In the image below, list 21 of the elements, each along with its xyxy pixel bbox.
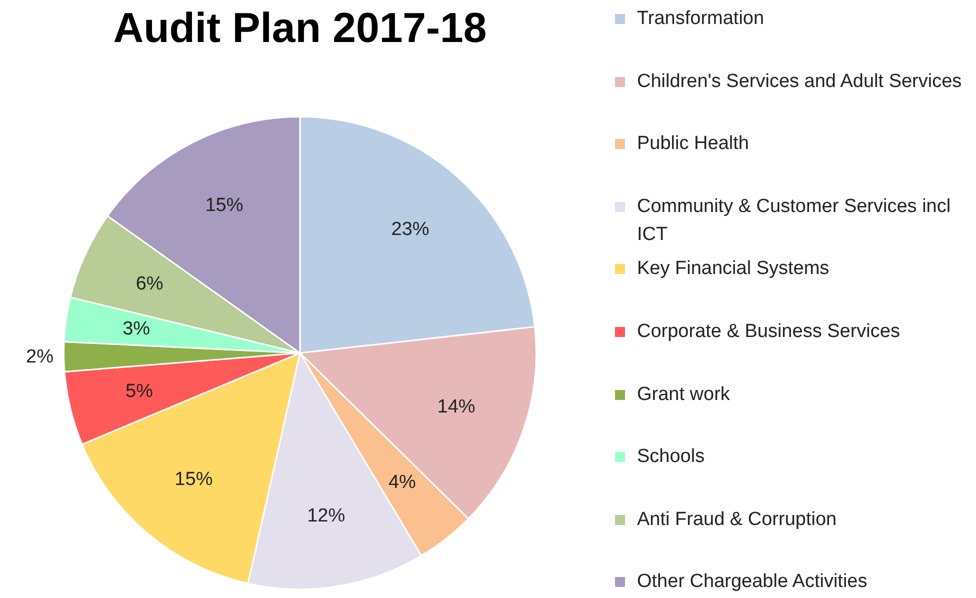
legend-label: Corporate & Business Services	[637, 320, 901, 344]
data-label: 15%	[205, 195, 244, 216]
legend-label: Children's Services and Adult Services	[637, 70, 963, 94]
legend-label: Community & Customer Services incl ICT	[637, 194, 952, 247]
legend-label: Schools	[637, 445, 706, 470]
data-label: 4%	[388, 472, 416, 494]
data-label: 3%	[122, 318, 150, 340]
legend-label: Key Financial Systems	[637, 257, 830, 282]
legend-label: Transformation	[637, 7, 766, 31]
data-label: 12%	[307, 506, 346, 527]
data-label: 2%	[26, 346, 54, 368]
legend-label: Public Health	[637, 132, 750, 156]
data-label: 15%	[174, 468, 213, 490]
data-label: 5%	[126, 381, 154, 402]
chart-title: Audit Plan 2017-18	[112, 4, 488, 52]
legend-label: Grant work	[637, 382, 731, 407]
data-label: 14%	[437, 396, 476, 418]
legend-label: Other Chargeable Activities	[637, 570, 868, 594]
data-label: 23%	[391, 218, 430, 240]
legend-label: Anti Fraud & Corruption	[637, 508, 838, 532]
data-label: 6%	[136, 274, 164, 295]
